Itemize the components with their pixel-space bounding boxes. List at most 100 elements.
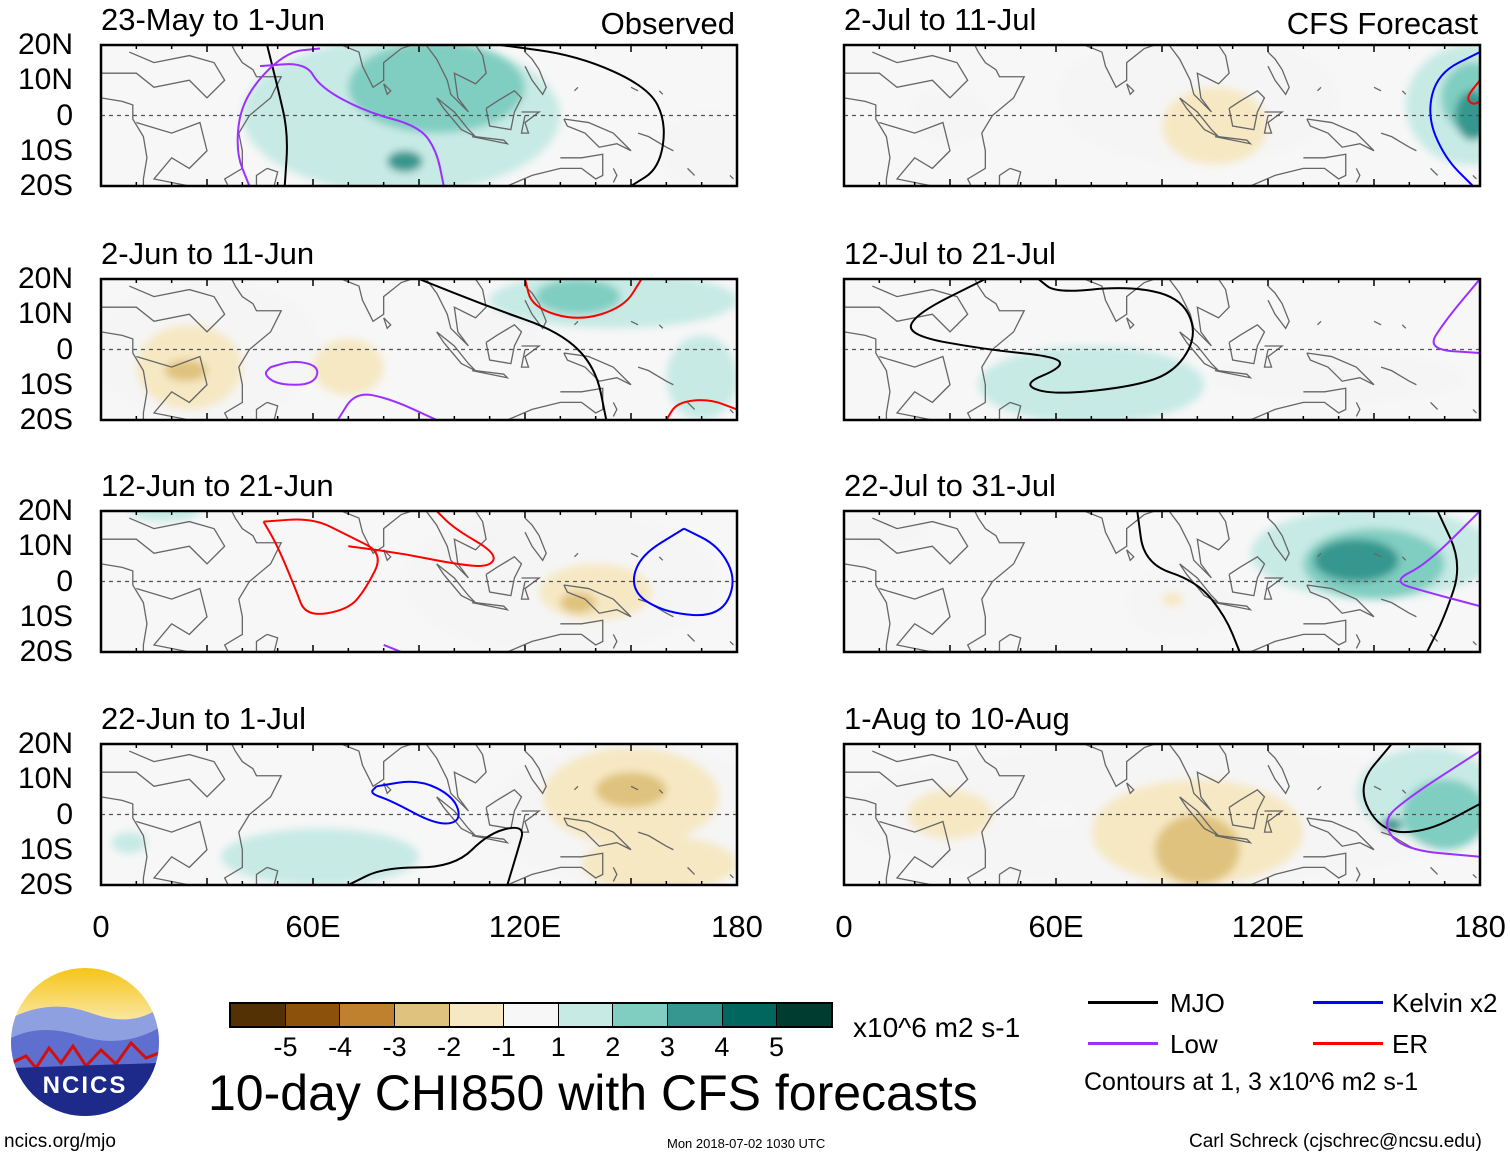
contour-er [348,511,495,567]
colorbar-tick-label: 2 [605,1032,621,1062]
colorbar-swatch [393,1004,449,1026]
coastline [998,866,1022,885]
contour-low [259,63,445,186]
colorbar-swatch [667,1004,722,1026]
y-tick-label: 10N [17,762,73,796]
coastline [101,750,226,798]
anomaly-region [387,150,423,172]
figure-title: 10-day CHI850 with CFS forecasts [208,1065,978,1121]
coastline [485,90,523,131]
coastline [1263,345,1285,368]
colorbar-tick-label: -5 [273,1032,298,1062]
coastline [1263,577,1285,600]
coastline [1472,873,1477,879]
coastline [637,132,674,152]
contour-er [1467,79,1480,105]
legend-label-mjo: MJO [1170,988,1225,1018]
coastline [524,750,547,795]
coastline [998,167,1022,186]
coastline [1306,584,1375,618]
coastline [998,633,1022,652]
legend-line-kelvin [1313,1001,1383,1004]
coastline [637,831,674,851]
contour-mjo [1362,744,1480,834]
coastline [1250,619,1347,652]
coastline [563,584,632,618]
logo-text: NCICS [43,1072,128,1099]
panel-title: 2-Jul to 11-Jul [844,2,1037,37]
coastline [1084,511,1156,555]
coastline [1380,366,1417,386]
contour-kelvin [371,780,460,825]
coastline [844,517,969,565]
coastline [425,45,487,113]
coastline [255,866,279,885]
y-tick-label: 20N [17,727,73,760]
coastline [136,121,208,186]
contour-er [262,518,379,615]
x-tick-label: 0 [92,909,110,944]
x-tick-label: 60E [285,909,341,944]
contour-mjo [347,826,524,885]
coastline [507,387,604,420]
colorbar-tick-label: 1 [550,1032,566,1062]
coastline [1267,285,1290,330]
coastline [1267,517,1290,562]
anomaly-region [1162,87,1268,165]
colorbar-units: x10^6 m2 s-1 [853,1012,1021,1043]
coastline [1179,331,1219,372]
contour-mjo [418,279,608,420]
contour-low [1432,279,1480,355]
coastline [223,279,283,420]
coastline [612,402,618,417]
coastline [729,174,734,180]
anomaly-region [313,338,384,396]
map-panel [99,509,739,654]
coastline [436,331,476,372]
colorbar-swatch [612,1004,668,1026]
coastline [844,285,969,333]
coastline [1168,744,1230,812]
map-panel [842,43,1482,188]
y-tick-label: 10N [17,529,73,563]
colorbar-swatch [231,1004,285,1026]
coastline [574,785,579,791]
coastline [574,320,579,326]
contour-mjo [1136,511,1241,652]
colorbar-tick-label: 4 [714,1032,730,1062]
colorbar-tick-label: 5 [768,1032,784,1062]
panel-title: 12-Jul to 21-Jul [844,236,1056,271]
coastline [1317,320,1322,326]
footer-url[interactable]: ncics.org/mjo [4,1131,116,1152]
y-tick-label: 0 [56,332,73,366]
coastline [630,785,639,791]
coastline [966,279,1026,420]
coastline [1373,785,1382,791]
coastline [1380,598,1417,618]
coastline [524,51,547,96]
colorbar-swatch [503,1004,558,1026]
colorbar-swatch [557,1004,613,1026]
coastline [520,111,542,134]
contour-low [1386,750,1480,858]
coastline [1126,782,1135,795]
coastline [1306,817,1375,851]
anomaly-region [1162,592,1184,607]
coastline [1401,789,1407,794]
coastline [630,320,639,326]
coastline [612,634,618,649]
y-tick-label: 10S [19,599,73,633]
x-tick-label: 120E [488,909,562,944]
coastline [507,619,604,652]
coastline [687,401,696,410]
y-tick-label: 20S [19,868,73,901]
coastline [1214,136,1253,145]
coastline [574,552,579,558]
coastline [136,587,208,652]
map-panel [99,277,739,422]
coastline [563,817,632,851]
coastline [658,90,664,95]
coastline [612,168,618,183]
y-tick-label: 20S [19,169,73,202]
coastline [729,408,734,414]
